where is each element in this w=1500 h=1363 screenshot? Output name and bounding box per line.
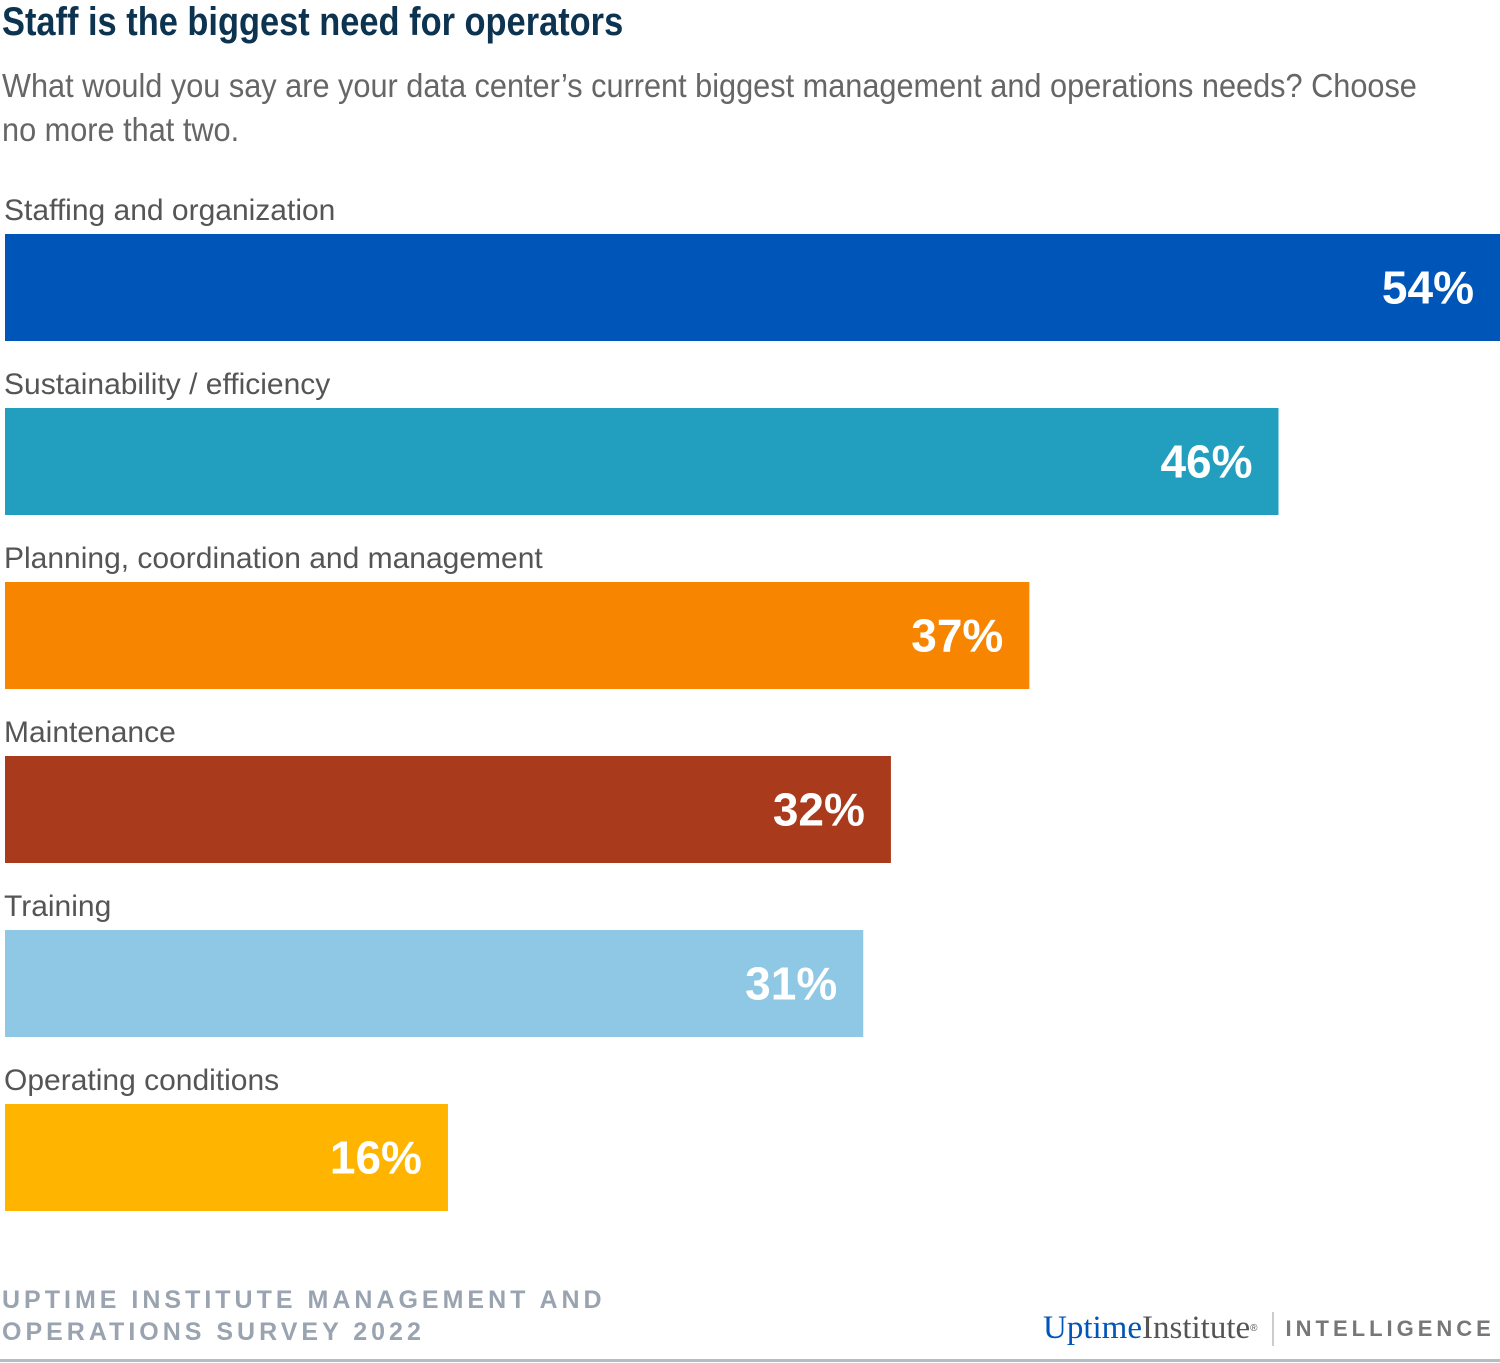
bar xyxy=(5,582,1030,689)
value-label: 54% xyxy=(1382,262,1474,314)
bar xyxy=(5,930,864,1037)
value-label: 46% xyxy=(1160,436,1252,488)
value-label: 16% xyxy=(330,1132,422,1184)
logo-divider xyxy=(1271,1311,1274,1346)
bar xyxy=(5,756,891,863)
logo-intelligence: INTELLIGENCE xyxy=(1285,1315,1495,1341)
bar-chart: Staffing and organization 54% Sustainabili… xyxy=(4,194,1500,1211)
logo-uptime: Uptime xyxy=(1043,1310,1142,1346)
bar xyxy=(5,1104,448,1211)
bar xyxy=(5,234,1500,341)
category-label: Planning, coordination and management xyxy=(4,542,543,575)
category-label: Sustainability / efficiency xyxy=(4,368,330,401)
source-line-1: UPTIME INSTITUTE MANAGEMENT AND xyxy=(2,1286,606,1314)
category-label: Maintenance xyxy=(4,716,176,749)
source-note: UPTIME INSTITUTE MANAGEMENT AND OPERATIO… xyxy=(2,1284,606,1348)
source-line-2: OPERATIONS SURVEY 2022 xyxy=(2,1318,425,1346)
value-label: 32% xyxy=(773,784,865,836)
uptime-intelligence-logo: Uptime Institute ® INTELLIGENCE xyxy=(1043,1310,1495,1347)
chart-subtitle: What would you say are your data center’… xyxy=(2,67,1417,148)
category-label: Operating conditions xyxy=(4,1064,279,1097)
bottom-rule xyxy=(0,1359,1500,1362)
value-label: 31% xyxy=(745,958,837,1010)
category-label: Training xyxy=(4,890,111,923)
category-label: Staffing and organization xyxy=(4,194,335,227)
value-label: 37% xyxy=(911,610,1003,662)
logo-institute: Institute xyxy=(1141,1310,1251,1346)
chart-title: Staff is the biggest need for operators xyxy=(2,0,624,44)
logo-registered: ® xyxy=(1250,1323,1258,1334)
bar xyxy=(5,408,1279,515)
